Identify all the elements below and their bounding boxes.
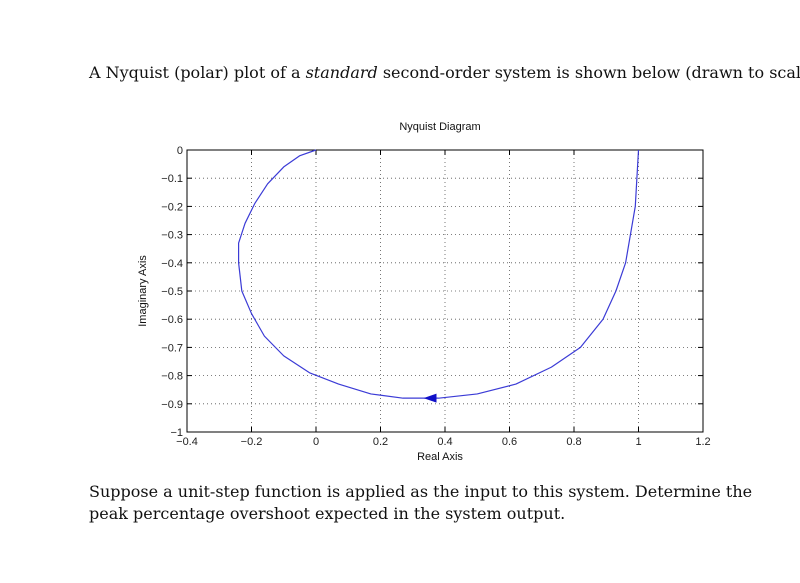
y-axis-label: Imaginary Axis	[137, 255, 149, 327]
x-tick-label: 1	[635, 436, 641, 448]
x-tick-label: 0	[313, 436, 319, 448]
y-tick-label: −0.8	[161, 371, 183, 383]
chart-title: Nyquist Diagram	[399, 121, 480, 133]
intro-text-emphasis: standard	[305, 63, 378, 82]
x-axis-label: Real Axis	[417, 451, 463, 463]
x-tick-label: 1.2	[695, 436, 710, 448]
y-tick-label: −0.1	[161, 173, 183, 185]
y-tick-label: −0.4	[161, 258, 183, 270]
y-tick-label: 0	[177, 145, 183, 157]
grid	[187, 150, 703, 432]
y-tick-label: −0.3	[161, 230, 183, 242]
x-tick-label: 0.8	[566, 436, 581, 448]
series-layer	[238, 149, 640, 403]
y-tick-label: −0.2	[161, 201, 183, 213]
x-tick-label: 0.4	[437, 436, 452, 448]
nyquist-curve	[238, 149, 640, 399]
x-tick-labels: −0.4 −0.2 0 0.2 0.4 0.6 0.8 1 1.2	[176, 436, 711, 448]
x-tick-label: −0.4	[176, 436, 198, 448]
intro-text: A Nyquist (polar) plot of a standard sec…	[89, 63, 800, 82]
y-tick-label: −0.5	[161, 286, 183, 298]
y-tick-label: −1	[170, 427, 183, 439]
x-tick-label: −0.2	[241, 436, 263, 448]
x-tick-label: 0.2	[373, 436, 388, 448]
axis-ticks	[186, 149, 704, 433]
y-tick-label: −0.6	[161, 314, 183, 326]
y-tick-label: −0.7	[161, 342, 183, 354]
y-tick-label: −0.9	[161, 399, 183, 411]
question-text: Suppose a unit-step function is applied …	[89, 482, 753, 523]
intro-text-before: A Nyquist (polar) plot of a	[89, 63, 306, 82]
y-tick-labels: 0 −0.1 −0.2 −0.3 −0.4 −0.5 −0.6 −0.7 −0.8 −0.9 −1	[161, 145, 183, 439]
x-tick-label: 0.6	[502, 436, 517, 448]
direction-arrow	[423, 393, 437, 403]
intro-text-after: second-order system is shown below (draw…	[377, 63, 800, 82]
